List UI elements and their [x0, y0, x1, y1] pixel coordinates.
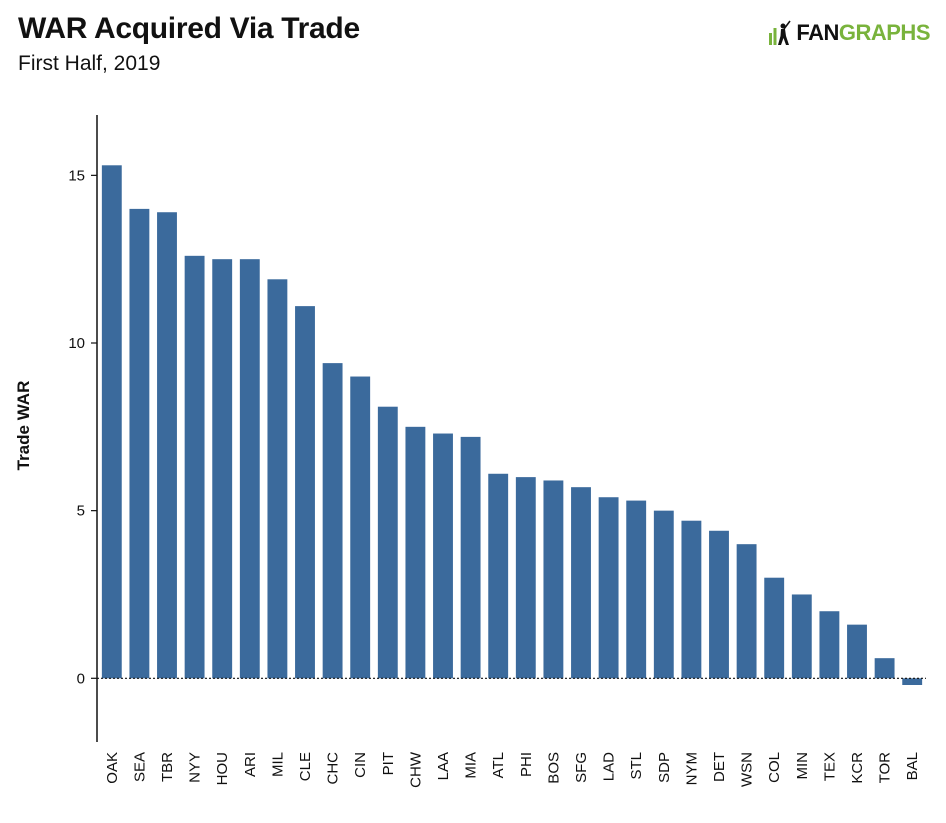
x-tick-label: KCR: [849, 752, 866, 784]
bar-bos: [543, 480, 564, 679]
y-tick-label: 10: [68, 335, 85, 352]
bar-pit: [377, 406, 398, 679]
x-tick-label: PHI: [518, 752, 535, 777]
x-tick-label: LAD: [601, 752, 618, 781]
x-tick-label: NYY: [187, 752, 204, 783]
bar-det: [709, 530, 729, 679]
bar-sdp: [653, 510, 674, 679]
bar-cle: [295, 306, 315, 679]
x-tick-label: ARI: [242, 752, 259, 777]
bar-tbr: [157, 212, 177, 679]
bar-ari: [239, 259, 260, 679]
bar-tor: [874, 658, 895, 679]
bar-hou: [212, 259, 233, 679]
bar-nym: [681, 520, 702, 679]
bar-atl: [488, 473, 509, 679]
bar-mil: [267, 279, 288, 679]
logo-text-graphs: GRAPHS: [838, 20, 931, 45]
x-tick-label: MIL: [269, 752, 286, 777]
bar-oak: [101, 165, 122, 679]
y-axis-title: Trade WAR: [14, 381, 33, 471]
x-tick-label: CHC: [325, 752, 342, 785]
bar-laa: [433, 433, 453, 679]
chart-title: WAR Acquired Via Trade: [18, 12, 360, 45]
bar-wsn: [736, 544, 757, 679]
bar-lad: [598, 497, 619, 679]
x-tick-label: BOS: [545, 752, 562, 784]
x-tick-label: SEA: [131, 752, 148, 782]
x-tick-label: NYM: [683, 752, 700, 785]
bar-nyy: [184, 255, 205, 679]
bar-phi: [515, 477, 536, 679]
x-tick-label: TEX: [821, 752, 838, 781]
x-tick-label: CIN: [352, 752, 369, 778]
x-tick-label: WSN: [739, 752, 756, 787]
x-tick-label: COL: [766, 752, 783, 783]
x-tick-label: PIT: [380, 752, 397, 775]
x-tick-label: BAL: [904, 752, 921, 780]
x-tick-label: ATL: [490, 752, 507, 778]
fangraphs-logo: FAN GRAPHS: [768, 20, 931, 46]
bar-sea: [129, 208, 150, 679]
bar-mia: [460, 436, 481, 679]
x-tick-label: SFG: [573, 752, 590, 783]
bar-stl: [626, 500, 647, 679]
y-tick-label: 5: [77, 503, 85, 520]
x-tick-label: CHW: [407, 751, 424, 788]
x-tick-label: TOR: [877, 752, 894, 784]
x-tick-label: TBR: [159, 752, 176, 782]
bar-tex: [819, 611, 840, 679]
x-tick-label: MIN: [794, 752, 811, 780]
bar-chw: [405, 426, 426, 679]
bar-min: [791, 594, 812, 679]
bar-kcr: [847, 624, 867, 679]
x-tick-label: DET: [711, 752, 728, 782]
x-tick-label: STL: [628, 752, 645, 780]
bar-col: [764, 577, 785, 679]
bar-sfg: [571, 487, 591, 679]
x-tick-label: OAK: [104, 752, 121, 784]
x-tick-label: LAA: [435, 752, 452, 780]
bar-chc: [322, 363, 343, 679]
x-tick-label: HOU: [214, 752, 231, 785]
x-tick-label: SDP: [656, 752, 673, 783]
x-tick-label: CLE: [297, 752, 314, 781]
fangraphs-batter-icon: [769, 20, 792, 45]
chart-subtitle: First Half, 2019: [18, 52, 161, 75]
y-tick-label: 0: [77, 670, 85, 687]
y-tick-label: 15: [68, 167, 85, 184]
logo-text-fan: FAN: [796, 20, 839, 45]
bar-cin: [350, 376, 371, 679]
x-tick-label: MIA: [463, 752, 480, 779]
bar-bal: [902, 678, 923, 685]
